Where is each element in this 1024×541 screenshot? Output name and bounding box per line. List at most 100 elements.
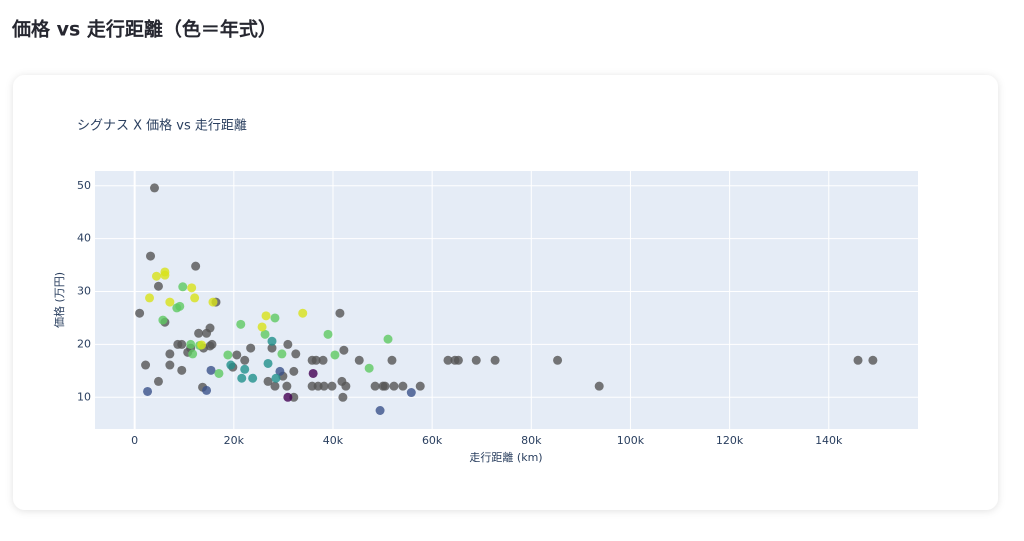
chart-title: シグナス X 価格 vs 走行距離 (77, 118, 247, 134)
point (443, 355, 453, 365)
plot-area (95, 171, 918, 429)
point (146, 251, 156, 261)
point (267, 336, 277, 346)
point (490, 355, 500, 365)
point (153, 376, 163, 386)
point (190, 293, 200, 303)
point (178, 282, 188, 292)
x-tick-label: 20k (224, 434, 245, 447)
point (207, 339, 217, 349)
point (187, 283, 197, 293)
point (143, 386, 153, 396)
x-tick-label: 100k (617, 434, 645, 447)
point (364, 363, 374, 373)
point (271, 373, 281, 383)
point (223, 350, 233, 360)
point (240, 364, 250, 374)
point (236, 319, 246, 329)
point (270, 313, 280, 323)
point (160, 267, 170, 277)
point (153, 281, 163, 291)
point (202, 385, 212, 395)
point (149, 183, 159, 193)
point (165, 360, 175, 370)
point (263, 358, 273, 368)
point (318, 355, 328, 365)
point (165, 349, 175, 359)
point (335, 308, 345, 318)
point (177, 339, 187, 349)
point (177, 365, 187, 375)
point (370, 381, 380, 391)
point (594, 381, 604, 391)
point (330, 350, 340, 360)
point (260, 329, 270, 339)
point (135, 308, 145, 318)
y-tick-label: 30 (77, 285, 91, 298)
point (214, 368, 224, 378)
x-axis-label: 走行距離 (km) (469, 450, 542, 464)
point (389, 381, 399, 391)
point (853, 355, 863, 365)
y-tick-label: 40 (77, 232, 91, 245)
point (339, 345, 349, 355)
point (191, 261, 201, 271)
point (208, 297, 218, 307)
x-tick-label: 140k (815, 434, 843, 447)
point (277, 349, 287, 359)
point (291, 349, 301, 359)
point (237, 373, 247, 383)
point (282, 381, 292, 391)
point (415, 381, 425, 391)
point (283, 392, 293, 402)
point (194, 328, 204, 338)
point (387, 355, 397, 365)
point (375, 405, 385, 415)
point (289, 366, 299, 376)
point (270, 381, 280, 391)
point (226, 360, 236, 370)
point (240, 355, 250, 365)
x-tick-label: 80k (521, 434, 542, 447)
y-axis-label: 価格 (万円) (52, 272, 66, 328)
x-tick-label: 0 (131, 434, 138, 447)
point (319, 381, 329, 391)
point (188, 349, 198, 359)
point (151, 271, 161, 281)
point (267, 343, 277, 353)
point (327, 381, 337, 391)
point (338, 392, 348, 402)
point (141, 360, 151, 370)
point (406, 388, 416, 398)
point (398, 381, 408, 391)
point (354, 355, 364, 365)
point (553, 355, 563, 365)
point (145, 293, 155, 303)
x-tick-label: 120k (716, 434, 744, 447)
point (158, 315, 168, 325)
point (298, 308, 308, 318)
point (275, 366, 285, 376)
point (380, 381, 390, 391)
point (175, 301, 185, 311)
point (471, 355, 481, 365)
point (323, 329, 333, 339)
x-tick-label: 60k (422, 434, 443, 447)
point (308, 368, 318, 378)
y-tick-label: 50 (77, 179, 91, 192)
point (248, 373, 258, 383)
point (165, 297, 175, 307)
point (383, 334, 393, 344)
point (232, 350, 242, 360)
point (283, 339, 293, 349)
point (205, 323, 215, 333)
point (206, 365, 216, 375)
point (341, 381, 351, 391)
point (246, 343, 256, 353)
point (453, 355, 463, 365)
point (197, 340, 207, 350)
point (311, 355, 321, 365)
point (261, 311, 271, 321)
